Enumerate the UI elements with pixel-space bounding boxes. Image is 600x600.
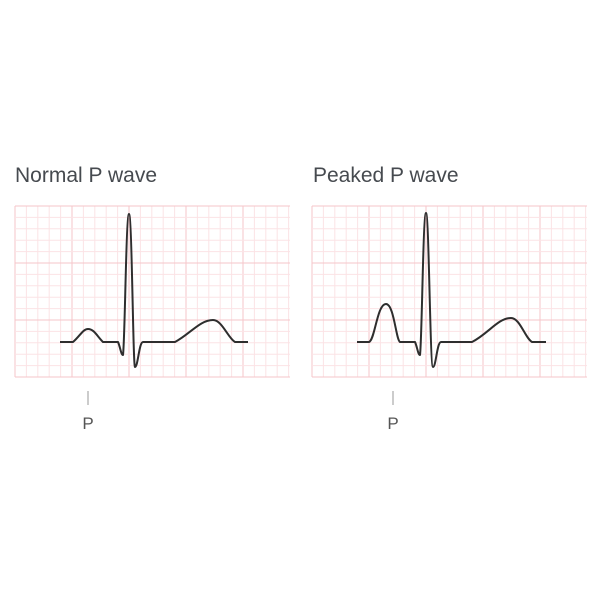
- p-label-peaked: P: [387, 414, 399, 433]
- panel-title-peaked: Peaked P wave: [313, 164, 459, 187]
- panel-title-normal: Normal P wave: [15, 164, 157, 187]
- ecg-grid-peaked: [311, 205, 587, 378]
- p-label-normal: P: [82, 414, 94, 433]
- ecg-trace-peaked: [357, 212, 546, 368]
- ecg-trace-normal: [60, 213, 248, 368]
- ecg-grid-normal: [14, 205, 290, 378]
